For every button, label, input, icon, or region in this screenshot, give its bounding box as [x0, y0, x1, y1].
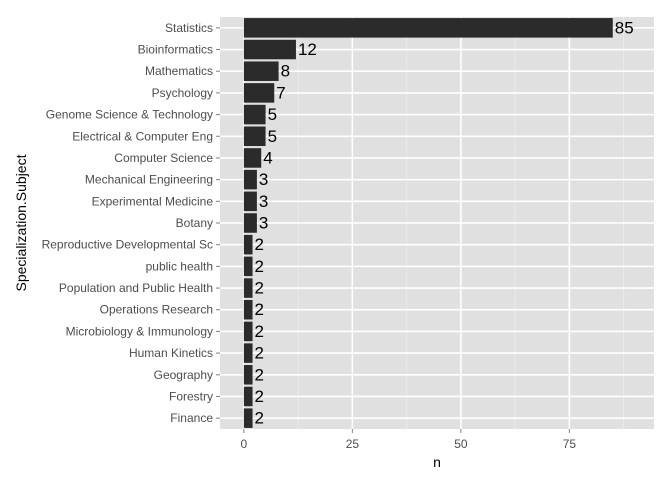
y-tick-label: public health — [146, 259, 213, 273]
bar — [243, 61, 279, 81]
data-label: 2 — [255, 235, 264, 254]
y-tick-label: Electrical & Computer Eng — [72, 129, 213, 143]
y-tick-label: Human Kinetics — [129, 346, 213, 360]
y-tick-label: Mechanical Engineering — [85, 173, 213, 187]
bar — [243, 343, 253, 363]
x-tick-label: 75 — [563, 437, 577, 451]
data-label: 2 — [255, 344, 264, 363]
data-labels: 85 12 8 7 5 5 4 3 3 3 2 2 2 2 2 2 2 2 2 — [255, 18, 634, 427]
data-label: 4 — [263, 148, 272, 167]
bar — [243, 83, 275, 103]
y-tick-label: Psychology — [152, 86, 213, 100]
bar — [243, 18, 613, 38]
data-label: 3 — [259, 192, 268, 211]
bar — [243, 256, 253, 277]
bar — [243, 126, 266, 147]
bar — [243, 169, 257, 190]
y-tick-label: Operations Research — [100, 303, 213, 317]
data-label: 2 — [255, 409, 264, 428]
bar — [243, 191, 257, 212]
data-label: 2 — [255, 279, 264, 298]
bar — [243, 321, 253, 342]
bar — [243, 39, 296, 60]
y-tick-label: Microbiology & Immunology — [66, 324, 213, 338]
bar — [243, 365, 253, 385]
bar — [243, 408, 253, 428]
y-axis: Statistics Bioinformatics Mathematics Psych… — [42, 21, 220, 425]
x-tick-label: 50 — [454, 437, 468, 451]
bar — [243, 104, 266, 125]
data-label: 7 — [276, 83, 285, 102]
y-tick-label: Finance — [170, 411, 213, 425]
bar — [243, 213, 257, 233]
x-axis-title: n — [433, 454, 441, 470]
data-label: 5 — [268, 127, 277, 146]
y-tick-label: Population and Public Health — [59, 281, 213, 295]
x-axis: 0 25 50 75 — [241, 429, 577, 451]
data-label: 8 — [281, 62, 290, 81]
bar — [243, 386, 253, 407]
data-label: 85 — [615, 18, 634, 37]
y-tick-label: Reproductive Developmental Sc — [42, 238, 213, 252]
y-tick-label: Geography — [154, 368, 213, 382]
y-tick-label: Botany — [176, 216, 213, 230]
data-label: 2 — [255, 322, 264, 341]
bar — [243, 234, 253, 255]
data-label: 2 — [255, 387, 264, 406]
y-axis-title: Specialization.Subject — [13, 154, 29, 291]
y-tick-label: Computer Science — [114, 151, 213, 165]
data-label: 3 — [259, 214, 268, 233]
x-tick-label: 0 — [241, 437, 248, 451]
data-label: 2 — [255, 365, 264, 384]
y-tick-label: Genome Science & Technology — [46, 108, 213, 122]
bar — [243, 148, 262, 168]
bar — [243, 278, 253, 298]
bar — [243, 299, 253, 320]
bars — [243, 18, 613, 428]
y-tick-label: Mathematics — [145, 64, 213, 78]
data-label: 2 — [255, 300, 264, 319]
y-tick-label: Bioinformatics — [138, 43, 213, 57]
x-tick-label: 25 — [346, 437, 360, 451]
y-tick-label: Forestry — [169, 389, 213, 403]
y-tick-label: Statistics — [165, 21, 213, 35]
data-label: 3 — [259, 170, 268, 189]
y-tick-label: Experimental Medicine — [92, 194, 214, 208]
data-label: 2 — [255, 257, 264, 276]
data-label: 12 — [298, 40, 317, 59]
data-label: 5 — [268, 105, 277, 124]
